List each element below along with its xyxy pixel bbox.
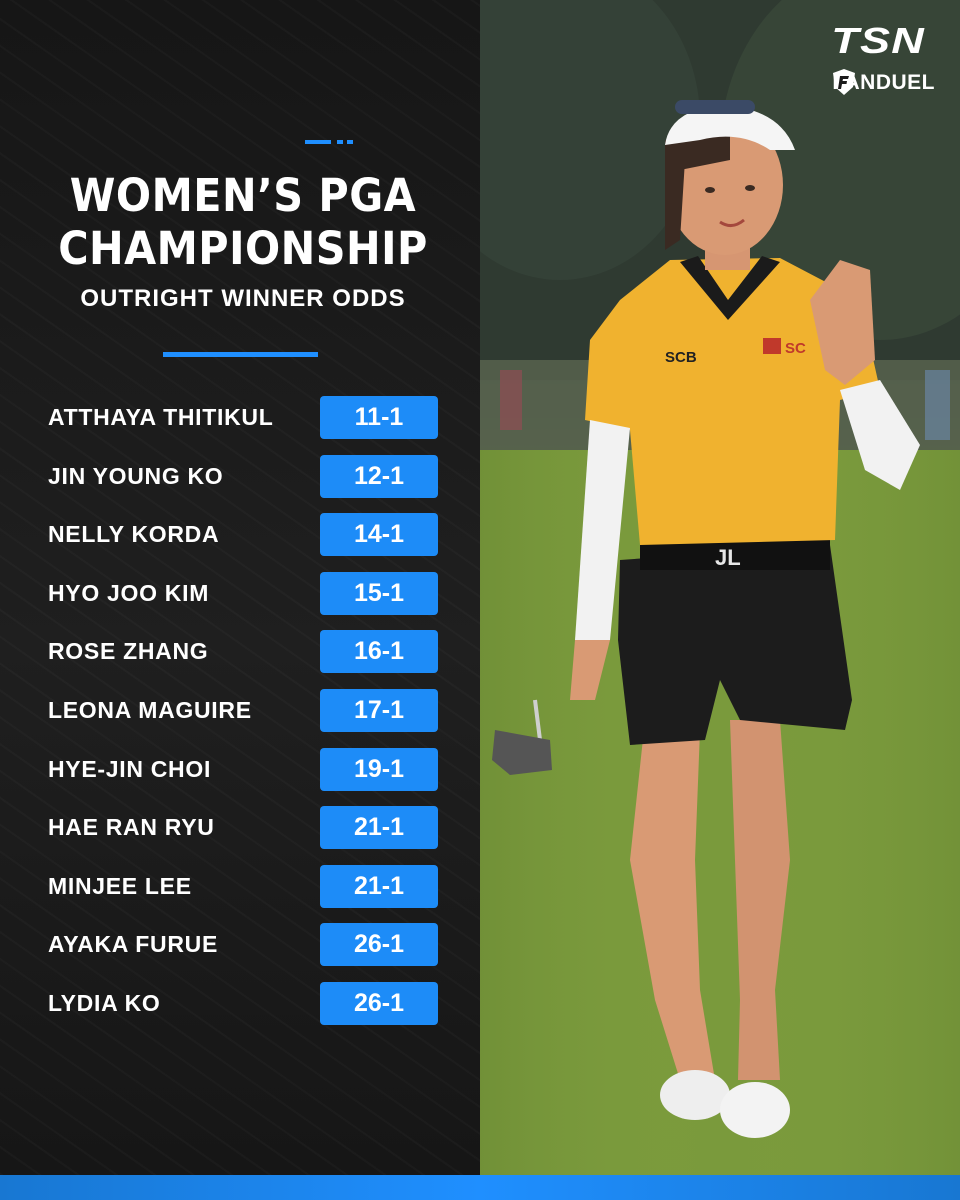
odds-badge: 21-1 (320, 864, 438, 908)
odds-badge: 21-1 (320, 806, 438, 850)
list-item: JIN YOUNG KO 12-1 (48, 454, 440, 498)
fanduel-logo: FANDUEL (832, 68, 935, 98)
odds-badge: 12-1 (320, 454, 438, 498)
golfer-illustration: JL SCB SC (480, 0, 960, 1175)
page-title-line1: WOMEN’S PGA (69, 169, 417, 222)
player-name: LYDIA KO (48, 989, 161, 1016)
accent-dash (305, 140, 331, 144)
player-name: ROSE ZHANG (48, 638, 209, 665)
player-name: HAE RAN RYU (48, 814, 215, 841)
odds-panel: WOMEN’S PGA CHAMPIONSHIP OUTRIGHT WINNER… (0, 0, 480, 1175)
odds-badge: 16-1 (320, 630, 438, 674)
player-name: HYO JOO KIM (48, 579, 210, 606)
list-item: ATTHAYA THITIKUL 11-1 (48, 396, 440, 439)
golfer-photo: JL SCB SC TSN FANDUEL (480, 0, 960, 1175)
list-item: LEONA MAGUIRE 17-1 (48, 688, 440, 732)
player-name: MINJEE LEE (48, 872, 192, 899)
player-name: JIN YOUNG KO (48, 462, 224, 489)
list-item: HAE RAN RYU 21-1 (48, 806, 440, 850)
fanduel-wordmark: FANDUEL (832, 71, 935, 94)
odds-badge: 17-1 (320, 688, 438, 732)
player-name: LEONA MAGUIRE (48, 696, 252, 723)
odds-list: ATTHAYA THITIKUL 11-1 JIN YOUNG KO 12-1 … (48, 396, 440, 1041)
odds-badge: 11-1 (320, 396, 438, 439)
svg-text:SC: SC (785, 340, 806, 357)
accent-dash (347, 140, 353, 144)
list-item: NELLY KORDA 14-1 (48, 513, 440, 557)
list-item: HYO JOO KIM 15-1 (48, 571, 440, 615)
player-name: AYAKA FURUE (48, 931, 219, 958)
list-item: AYAKA FURUE 26-1 (48, 923, 440, 967)
player-name: NELLY KORDA (48, 521, 220, 548)
list-item: ROSE ZHANG 16-1 (48, 630, 440, 674)
list-item: LYDIA KO 26-1 (48, 981, 440, 1025)
list-item: MINJEE LEE 21-1 (48, 864, 440, 908)
svg-text:JL: JL (715, 545, 741, 570)
svg-text:SCB: SCB (665, 349, 697, 366)
bottom-accent-bar (0, 1175, 960, 1200)
tsn-logo: TSN (831, 20, 925, 61)
odds-badge: 19-1 (320, 747, 438, 791)
odds-badge: 26-1 (320, 923, 438, 967)
odds-badge: 15-1 (320, 571, 438, 615)
fanduel-shield-icon (833, 69, 856, 95)
player-name: HYE-JIN CHOI (48, 755, 212, 782)
odds-badge: 14-1 (320, 513, 438, 557)
page-title-line2: CHAMPIONSHIP (58, 222, 428, 275)
player-name: ATTHAYA THITIKUL (48, 404, 274, 430)
title-underline (163, 352, 318, 357)
list-item: HYE-JIN CHOI 19-1 (48, 747, 440, 791)
page-subtitle: OUTRIGHT WINNER ODDS (80, 285, 406, 312)
odds-badge: 26-1 (320, 981, 438, 1025)
accent-dash (337, 140, 343, 144)
top-accent-dashes (305, 140, 353, 144)
